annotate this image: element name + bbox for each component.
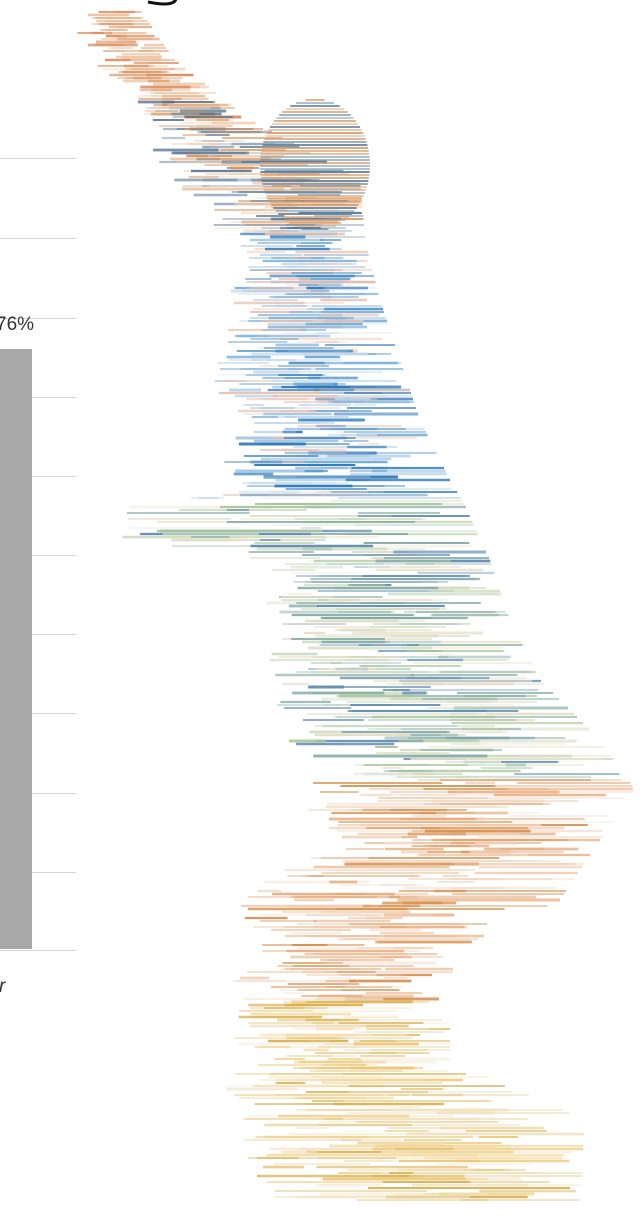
percent-label: 76%	[0, 314, 34, 335]
letter-fragment	[147, 0, 178, 6]
grey-bar	[0, 349, 32, 949]
streak-figure	[77, 10, 634, 1201]
text-fragment: r	[0, 976, 6, 997]
